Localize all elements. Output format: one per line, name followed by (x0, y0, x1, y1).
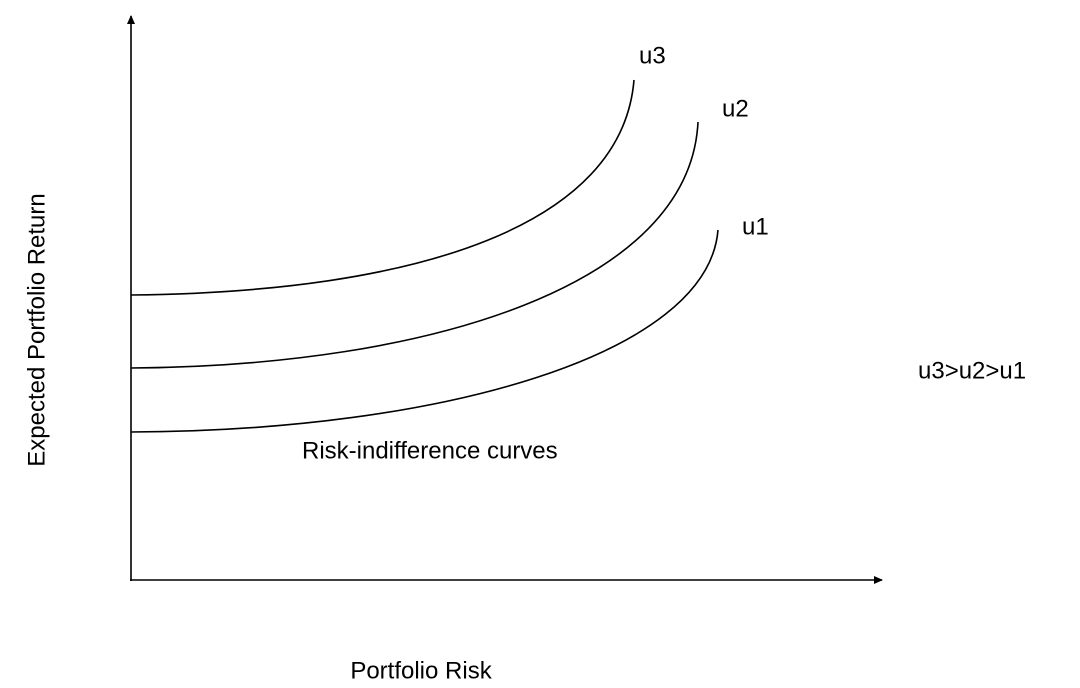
curve-label: u1 (742, 213, 769, 240)
ordering-note: u3>u2>u1 (918, 357, 1026, 384)
x-axis-label: Portfolio Risk (350, 657, 492, 684)
curve-u1 (130, 229, 719, 433)
curve-u3 (130, 79, 635, 296)
curve-label: u2 (722, 95, 749, 122)
y-axis-label: Expected Portfolio Return (23, 193, 50, 466)
curve-label: u3 (639, 42, 666, 69)
caption: Risk-indifference curves (302, 437, 558, 464)
curve-u2 (130, 121, 699, 369)
